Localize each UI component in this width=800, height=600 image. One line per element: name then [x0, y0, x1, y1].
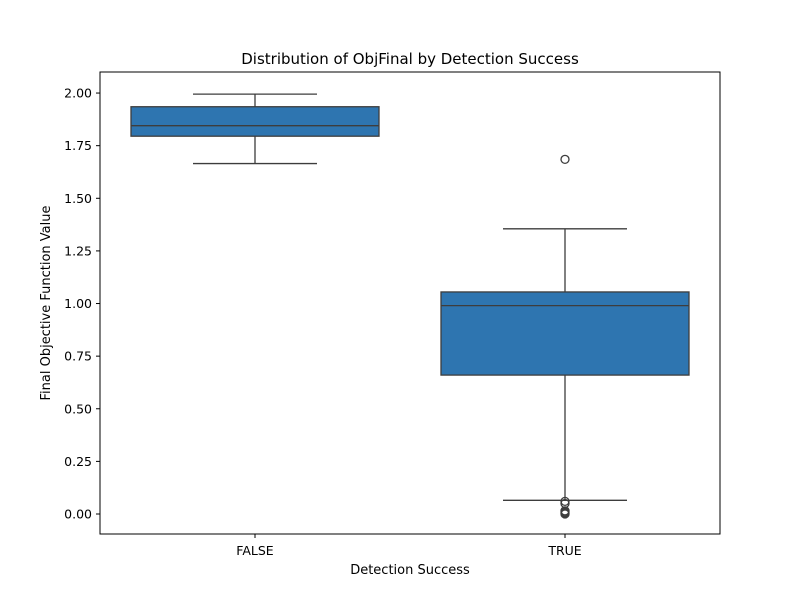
y-axis: 0.00 0.25 0.50 0.75 1.00 1.25 1.50 1.75 2.00 [64, 86, 100, 522]
plot-frame [99, 71, 721, 535]
y-tick-label: 0.25 [64, 454, 92, 469]
y-tick-label: 0.50 [64, 401, 92, 416]
box-group-false [130, 93, 380, 165]
y-tick-label: 1.00 [64, 296, 92, 311]
outlier-point [560, 509, 570, 519]
y-tick-label: 1.25 [64, 243, 92, 258]
x-tick-label: FALSE [236, 543, 273, 558]
y-tick-label: 1.75 [64, 138, 92, 153]
y-tick-label: 0.00 [64, 507, 92, 522]
y-tick-label: 2.00 [64, 86, 92, 101]
x-tick-label: TRUE [547, 543, 581, 558]
x-axis: FALSE TRUE [236, 534, 582, 558]
iqr-box [130, 106, 380, 137]
y-tick-label: 1.50 [64, 191, 92, 206]
y-tick-label: 0.75 [64, 349, 92, 364]
x-axis-label: Detection Success [350, 563, 470, 578]
chart-title: Distribution of ObjFinal by Detection Su… [241, 50, 579, 68]
box-group-true [440, 154, 690, 519]
plot-area [130, 93, 690, 519]
iqr-box [440, 291, 690, 376]
outlier-point [560, 154, 570, 164]
y-axis-label: Final Objective Function Value [39, 206, 54, 401]
